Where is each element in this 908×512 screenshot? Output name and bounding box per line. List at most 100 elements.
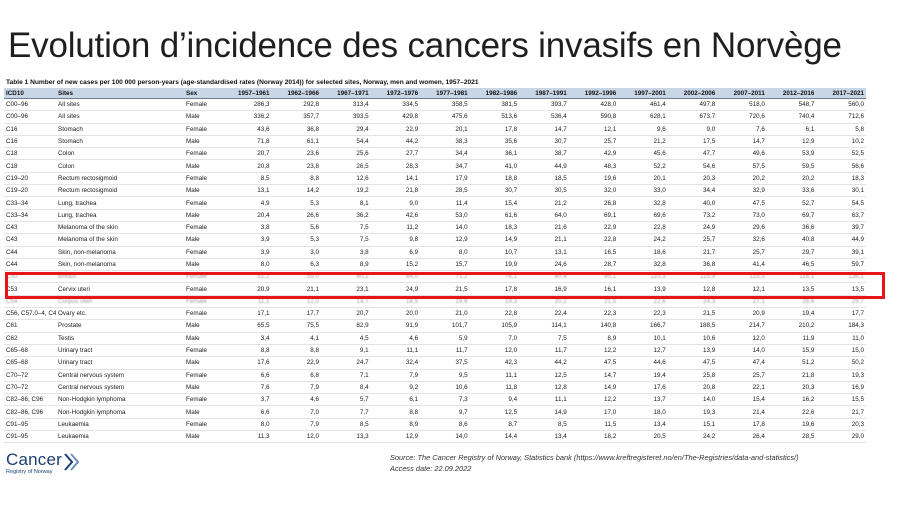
table-cell: Male: [184, 381, 222, 395]
column-header: Sex: [184, 88, 222, 99]
table-cell: 19,4: [766, 307, 817, 321]
table-cell: 45,6: [618, 147, 668, 161]
table-cell: 12,0: [717, 332, 767, 345]
table-cell: 336,2: [222, 110, 272, 124]
table-cell: C33–34: [4, 209, 56, 222]
table-cell: C53: [4, 282, 56, 296]
table-cell: 21,8: [766, 369, 817, 382]
table-cell: 33,6: [766, 184, 817, 198]
table-cell: 13,1: [519, 246, 569, 259]
table-cell: 13,1: [222, 184, 272, 198]
table-cell: 628,1: [618, 110, 668, 124]
table-cell: 9,5: [420, 369, 470, 382]
table-cell: 15,0: [816, 344, 866, 358]
table-cell: Male: [184, 332, 222, 345]
table-cell: 41,4: [717, 258, 767, 272]
table-cell: 12,7: [618, 344, 668, 358]
table-cell: 8,0: [222, 418, 272, 432]
table-cell: 38,7: [519, 147, 569, 161]
table-cell: 65,5: [222, 319, 272, 333]
table-cell: 57,5: [717, 159, 767, 173]
table-cell: 26,8: [568, 196, 619, 210]
table-cell: 11,1: [469, 369, 520, 382]
table-cell: 20,8: [222, 159, 272, 173]
table-cell: C43: [4, 221, 56, 235]
table-cell: 11,9: [766, 332, 817, 345]
table-cell: 6,1: [766, 123, 817, 136]
table-cell: Male: [184, 159, 222, 173]
table-cell: 17,7: [816, 307, 866, 321]
table-cell: 5,9: [420, 332, 470, 345]
table-cell: 6,9: [370, 246, 421, 259]
table-cell: 9,0: [370, 196, 421, 210]
table-cell: 39,7: [816, 221, 866, 235]
table-cell: 25,7: [568, 135, 619, 149]
table-cell: 14,9: [469, 233, 520, 247]
table-cell: 8,4: [321, 381, 371, 395]
table-cell: 47,7: [667, 147, 718, 161]
table-cell: Female: [184, 246, 222, 259]
table-cell: 17,7: [271, 307, 322, 321]
table-cell: 428,0: [568, 98, 619, 112]
table-cell: Urinary tract: [56, 344, 184, 358]
table-cell: 36,1: [469, 147, 520, 161]
column-header: 1997–2001: [618, 88, 668, 99]
table-cell: 8,7: [469, 418, 520, 432]
table-cell: 20,3: [816, 418, 866, 432]
table-cell: 22,3: [618, 307, 668, 321]
table-cell: 17,0: [568, 405, 619, 419]
table-cell: 8,5: [519, 418, 569, 432]
table-cell: 21,5: [667, 307, 718, 321]
table-cell: 7,7: [321, 405, 371, 419]
table-cell: C16: [4, 123, 56, 136]
table-row: C65–68 Urinary tract Female 8,8 8,8 9,1 11,1 11…: [4, 344, 866, 358]
table-cell: 8,5: [321, 418, 371, 432]
table-cell: 21,8: [370, 184, 421, 198]
table-cell: 14,0: [420, 221, 470, 235]
table-cell: 105,9: [469, 319, 520, 333]
table-cell: 12,9: [420, 233, 470, 247]
table-cell: 11,1: [519, 393, 569, 407]
table-cell: Male: [184, 258, 222, 272]
table-cell: 673,7: [667, 110, 718, 124]
table-cell: 22,9: [271, 356, 322, 370]
table-cell: Female: [184, 221, 222, 235]
table-row-highlighted: C53 Cervix uteri Female 20,9 21,1 23,1 24,9 21,…: [4, 282, 866, 296]
table-cell: 20,2: [766, 172, 817, 186]
table-cell: 8,6: [420, 418, 470, 432]
table-cell: 20,2: [717, 172, 767, 186]
table-cell: 4,6: [271, 393, 322, 407]
table-cell: 5,3: [271, 196, 322, 210]
table-cell: 38,3: [420, 135, 470, 149]
table-cell: 13,9: [667, 344, 718, 358]
table-cell: 8,9: [370, 418, 421, 432]
table-cell: Female: [184, 123, 222, 136]
table-cell: 286,3: [222, 98, 272, 112]
table-cell: 7,5: [321, 221, 371, 235]
table-cell: 3,8: [321, 246, 371, 259]
table-cell: 29,4: [321, 123, 371, 136]
table-cell: 73,2: [667, 209, 718, 222]
table-cell: 3,0: [271, 246, 322, 259]
table-cell: 6,3: [271, 258, 322, 272]
table-cell: Female: [184, 196, 222, 210]
table-cell: 22,3: [568, 307, 619, 321]
table-cell: 69,1: [568, 209, 619, 222]
table-cell: 18,2: [568, 430, 619, 444]
table-cell: 8,5: [222, 172, 272, 186]
table-cell: 25,8: [667, 369, 718, 382]
table-cell: 18,8: [469, 172, 520, 186]
table-cell: 15,7: [420, 258, 470, 272]
table-cell: 12,2: [568, 393, 619, 407]
table-cell: 17,8: [469, 123, 520, 136]
table-cell: C18: [4, 147, 56, 161]
table-cell: 54,5: [816, 196, 866, 210]
table-cell: 214,7: [717, 319, 767, 333]
table-cell: 59,7: [816, 258, 866, 272]
table-cell: 22,6: [766, 405, 817, 419]
table-cell: 61,6: [469, 209, 520, 222]
table-cell: 6,8: [271, 369, 322, 382]
table-cell: C19–20: [4, 172, 56, 186]
table-cell: 23,1: [321, 282, 371, 296]
table-cell: 16,9: [816, 381, 866, 395]
